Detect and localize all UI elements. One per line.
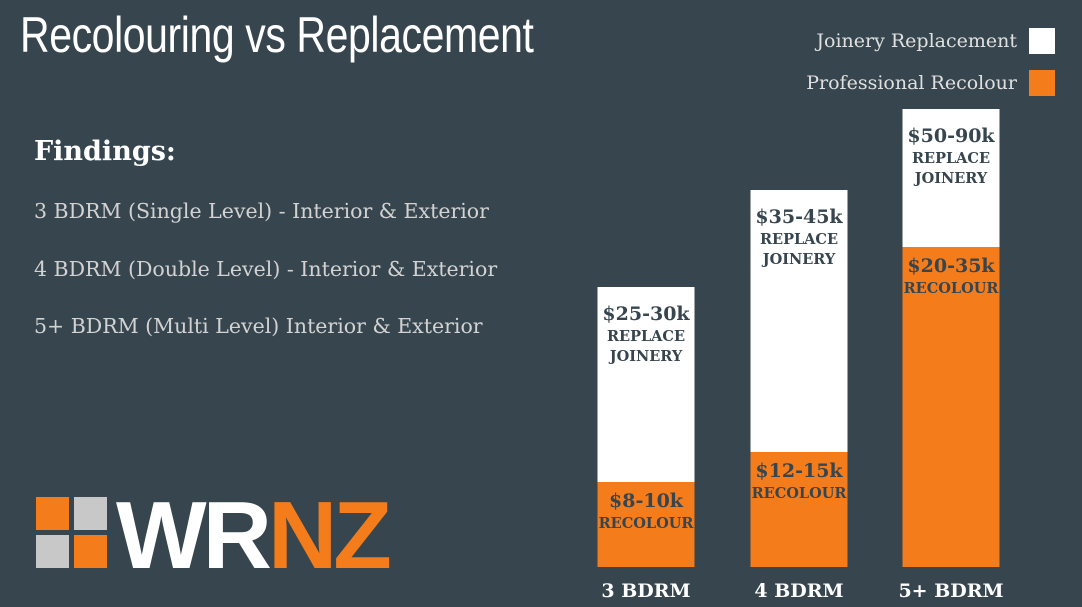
logo-tile (74, 497, 107, 530)
logo-tile (36, 497, 69, 530)
finding-item: 4 BDRM (Double Level) - Interior & Exter… (34, 257, 498, 281)
page-title: Recolouring vs Replacement (20, 7, 534, 63)
legend-item-professional-recolour: Professional Recolour (806, 70, 1055, 96)
bar-replacement-3 (902, 109, 1000, 247)
x-tick-label-2: 4 BDRM (754, 580, 843, 602)
data-sublabel-recolour-3: RECOLOUR (904, 280, 1000, 297)
data-label-replacement-3: $50-90k (907, 125, 995, 147)
data-label-replacement-1: $25-30k (602, 303, 690, 325)
findings-heading: Findings: (34, 136, 176, 167)
data-label-replacement-2: $35-45k (755, 206, 843, 228)
legend-swatch-orange (1029, 70, 1055, 96)
logo-text-white: WR (116, 482, 272, 589)
data-sublabel-joinery-1: JOINERY (608, 348, 683, 365)
data-sublabel-replace-3: REPLACE (912, 150, 990, 167)
logo-tile (36, 535, 69, 568)
legend-label: Joinery Replacement (816, 30, 1017, 52)
logo-text-orange: NZ (267, 482, 392, 589)
finding-item: 5+ BDRM (Multi Level) Interior & Exterio… (34, 314, 483, 338)
data-sublabel-recolour-1: RECOLOUR (599, 515, 695, 532)
logo-tile (74, 535, 107, 568)
finding-item: 3 BDRM (Single Level) - Interior & Exter… (34, 199, 489, 223)
bar-recolour-1 (597, 482, 695, 567)
data-label-recolour-3: $20-35k (907, 255, 995, 277)
data-sublabel-replace-2: REPLACE (760, 231, 838, 248)
data-sublabel-recolour-2: RECOLOUR (752, 485, 848, 502)
data-label-recolour-1: $8-10k (609, 490, 684, 512)
data-label-recolour-2: $12-15k (755, 460, 843, 482)
legend-label: Professional Recolour (806, 72, 1017, 94)
bar-replacement-2 (750, 190, 848, 452)
data-sublabel-replace-1: REPLACE (607, 328, 685, 345)
logo-wordmark: WRNZ (116, 488, 392, 584)
bar-replacement-1 (597, 287, 695, 482)
x-tick-label-1: 3 BDRM (601, 580, 690, 602)
chart-legend: Joinery Replacement Professional Recolou… (806, 28, 1055, 96)
bar-recolour-2 (750, 452, 848, 567)
logo-tiles-icon (36, 497, 110, 571)
data-sublabel-joinery-2: JOINERY (761, 251, 836, 268)
bar-recolour-3 (902, 247, 1000, 567)
legend-swatch-white (1029, 28, 1055, 54)
x-tick-label-3: 5+ BDRM (898, 580, 1003, 602)
data-sublabel-joinery-3: JOINERY (913, 170, 988, 187)
legend-item-joinery-replacement: Joinery Replacement (816, 28, 1055, 54)
